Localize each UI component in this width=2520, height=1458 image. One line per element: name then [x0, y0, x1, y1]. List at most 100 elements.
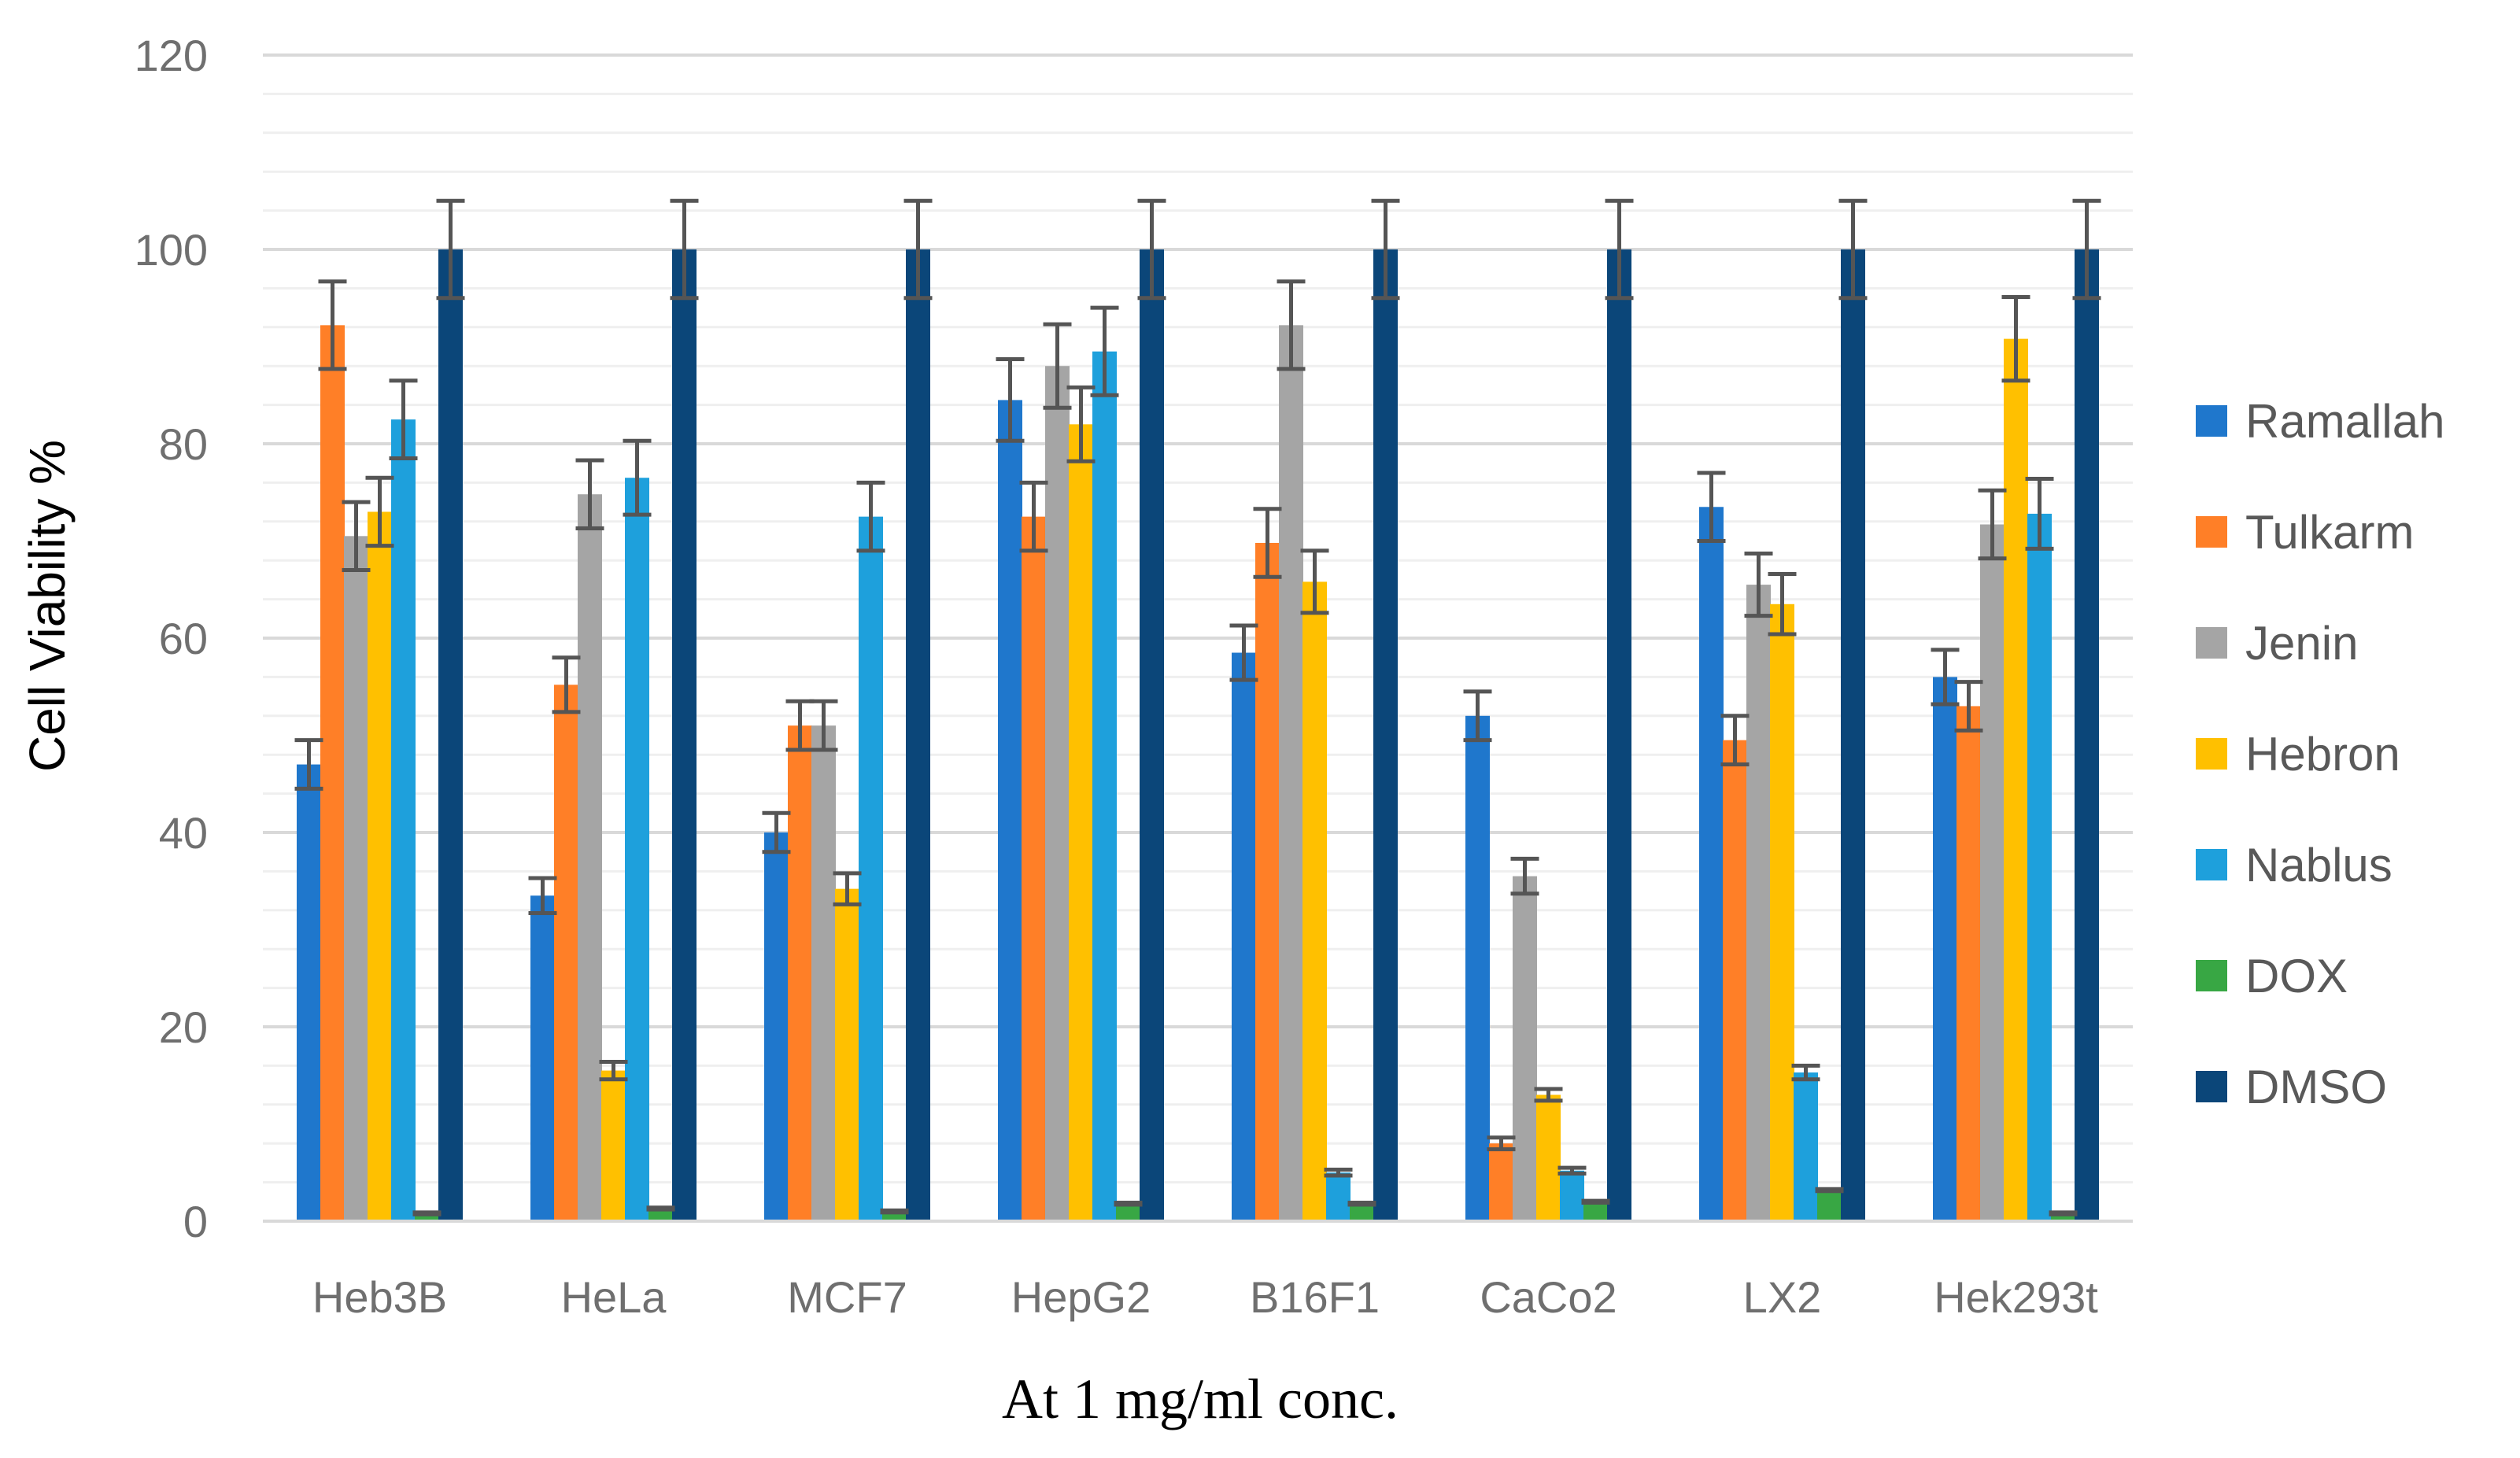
x-tick-label: LX2	[1743, 1272, 1822, 1322]
bar-hebron-mcf7	[835, 888, 859, 1221]
bar-dmso-b16f1	[1373, 249, 1398, 1221]
x-tick-label: CaCo2	[1480, 1272, 1617, 1322]
error-bar-dox-mcf7	[880, 1208, 909, 1215]
error-bar-dmso-hepg2	[1137, 198, 1166, 301]
bar-dmso-lx2	[1841, 249, 1865, 1221]
bar-dmso-hek293t	[2075, 249, 2099, 1221]
bar-tulkarm-b16f1	[1255, 542, 1280, 1221]
bar-ramallah-heb3b	[297, 764, 321, 1221]
error-bar-dmso-mcf7	[903, 198, 933, 301]
error-bar-jenin-caco2	[1510, 856, 1539, 896]
error-bar-dmso-heb3b	[436, 198, 465, 301]
error-bar-dmso-hek293t	[2072, 198, 2101, 301]
bar-jenin-b16f1	[1279, 325, 1303, 1222]
bar-tulkarm-mcf7	[788, 725, 812, 1221]
error-bar-hebron-hela	[599, 1059, 628, 1082]
bar-ramallah-caco2	[1465, 715, 1490, 1221]
legend-item-tulkarm: Tulkarm	[2196, 506, 2414, 559]
legend-item-dmso: DMSO	[2196, 1061, 2387, 1113]
legend-label: Hebron	[2245, 728, 2400, 781]
error-bar-hebron-hek293t	[2001, 295, 2030, 383]
legend-item-ramallah: Ramallah	[2196, 395, 2444, 448]
bar-nablus-mcf7	[859, 516, 883, 1221]
bar-dox-hepg2	[1116, 1203, 1140, 1221]
legend-label: Jenin	[2245, 617, 2358, 670]
bar-nablus-caco2	[1560, 1170, 1584, 1221]
legend-swatch	[2196, 405, 2227, 437]
error-bar-nablus-hela	[623, 438, 652, 517]
error-bar-nablus-mcf7	[856, 480, 885, 553]
error-bar-dox-b16f1	[1347, 1201, 1376, 1207]
bar-nablus-hepg2	[1092, 351, 1117, 1221]
bar-ramallah-hek293t	[1933, 677, 1957, 1221]
bar-tulkarm-caco2	[1489, 1143, 1513, 1221]
error-bar-dmso-hela	[670, 198, 699, 301]
error-bar-ramallah-caco2	[1463, 689, 1492, 743]
error-bar-dox-heb3b	[412, 1210, 442, 1216]
error-bar-dox-hela	[646, 1205, 675, 1212]
bar-ramallah-b16f1	[1232, 652, 1256, 1221]
error-bar-dmso-b16f1	[1371, 198, 1400, 301]
error-bar-jenin-hepg2	[1043, 322, 1072, 410]
bar-dmso-hepg2	[1140, 249, 1164, 1221]
legend-swatch	[2196, 960, 2227, 991]
error-bar-dmso-caco2	[1605, 198, 1634, 301]
error-bar-nablus-heb3b	[389, 378, 418, 461]
bar-hebron-lx2	[1770, 604, 1794, 1221]
error-bar-hebron-b16f1	[1300, 548, 1329, 615]
x-axis-title: At 1 mg/ml conc.	[1002, 1368, 1399, 1430]
x-tick-label: MCF7	[787, 1272, 907, 1322]
bar-dox-heb3b	[415, 1213, 439, 1221]
y-axis-title: Cell Viability %	[19, 440, 76, 772]
error-bar-tulkarm-hek293t	[1954, 680, 1983, 733]
bar-dmso-heb3b	[438, 249, 463, 1221]
bar-hebron-heb3b	[368, 511, 392, 1221]
legend-item-hebron: Hebron	[2196, 728, 2400, 781]
bar-tulkarm-hela	[554, 685, 578, 1221]
legend-swatch	[2196, 738, 2227, 770]
error-bar-jenin-b16f1	[1277, 279, 1306, 371]
error-bar-tulkarm-heb3b	[318, 279, 347, 371]
bar-tulkarm-lx2	[1723, 740, 1747, 1221]
y-tick-label: 120	[135, 31, 208, 80]
error-bar-ramallah-heb3b	[294, 738, 323, 791]
bar-dmso-caco2	[1607, 249, 1631, 1221]
error-bar-ramallah-lx2	[1697, 471, 1726, 543]
error-bar-hebron-caco2	[1534, 1087, 1563, 1103]
x-tick-labels: Heb3B HeLa MCF7 HepG2 B16F1 CaCo2 LX2 Hek293t	[312, 1272, 2098, 1322]
bar-nablus-hela	[625, 478, 649, 1221]
legend-label: Nablus	[2245, 839, 2393, 891]
bar-nablus-b16f1	[1326, 1172, 1351, 1221]
error-bar-jenin-mcf7	[809, 699, 838, 752]
bar-jenin-hela	[578, 494, 602, 1221]
bar-jenin-hepg2	[1045, 366, 1070, 1222]
x-tick-label: B16F1	[1250, 1272, 1380, 1322]
bar-hebron-caco2	[1536, 1094, 1561, 1221]
bar-dmso-mcf7	[906, 249, 930, 1221]
error-bar-tulkarm-hepg2	[1019, 480, 1048, 553]
legend-label: Ramallah	[2245, 395, 2444, 448]
x-tick-label: Hek293t	[1934, 1272, 2098, 1322]
legend-label: Tulkarm	[2245, 506, 2414, 559]
error-bar-ramallah-hepg2	[996, 357, 1025, 443]
bar-dox-hela	[648, 1208, 673, 1221]
bar-nablus-heb3b	[391, 419, 416, 1221]
bar-jenin-caco2	[1513, 876, 1537, 1221]
error-bar-nablus-b16f1	[1324, 1168, 1353, 1178]
legend-item-nablus: Nablus	[2196, 839, 2393, 891]
bar-ramallah-mcf7	[764, 832, 789, 1221]
bar-tulkarm-hepg2	[1022, 516, 1046, 1221]
bar-tulkarm-hek293t	[1957, 706, 1981, 1221]
y-tick-label: 100	[135, 225, 208, 275]
bar-hebron-hela	[601, 1070, 626, 1221]
error-bar-dox-lx2	[1815, 1187, 1844, 1194]
error-bar-jenin-heb3b	[342, 500, 371, 573]
bar-dox-b16f1	[1350, 1203, 1374, 1221]
error-bar-jenin-lx2	[1744, 552, 1773, 618]
error-bar-hebron-heb3b	[365, 475, 394, 548]
error-bar-hebron-lx2	[1768, 571, 1797, 637]
error-bar-tulkarm-hela	[552, 655, 581, 714]
legend-label: DOX	[2245, 950, 2348, 1002]
bar-hebron-hepg2	[1069, 424, 1093, 1221]
